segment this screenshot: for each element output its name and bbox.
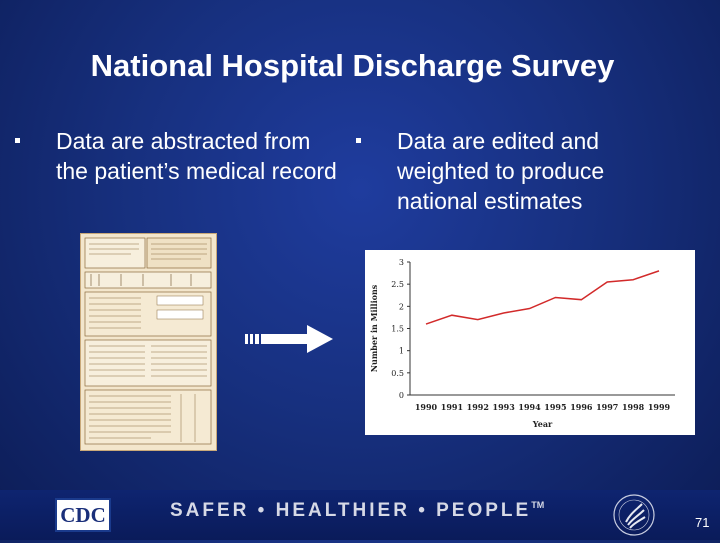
x-axis-label: Year <box>532 419 553 429</box>
bullet-left: Data are abstracted from the patient’s m… <box>15 126 346 186</box>
bullet-marker <box>356 138 361 143</box>
footer-bar: CDC SAFER • HEALTHIER • PEOPLETM 71 <box>0 490 720 540</box>
x-tick-label: 1991 <box>441 402 463 412</box>
y-tick-label: 1 <box>399 347 404 356</box>
x-tick-label: 1993 <box>493 402 516 412</box>
slogan-text: SAFER • HEALTHIER • PEOPLE <box>170 500 532 521</box>
bullet-text-abstracted: Data are abstracted from the patient’s m… <box>56 128 337 184</box>
right-arrow-icon <box>245 325 333 358</box>
slogan: SAFER • HEALTHIER • PEOPLETM <box>170 500 544 522</box>
bullet-text-weighted: Data are edited and weighted to produce … <box>397 128 605 214</box>
x-tick-label: 1999 <box>648 402 671 412</box>
y-tick-label: 1.5 <box>391 325 404 334</box>
discharges-line-chart: 0 0.5 1 1.5 2 2.5 3 1990 1991 1992 1993 1994 1995 19… <box>365 250 695 435</box>
chart-canvas: 0 0.5 1 1.5 2 2.5 3 1990 1991 1992 1993 1994 1995 19… <box>369 258 675 429</box>
x-tick-label: 1998 <box>622 402 645 412</box>
x-tick-label: 1992 <box>467 402 489 412</box>
trademark: TM <box>531 500 545 510</box>
cdc-logo: CDC <box>55 498 111 532</box>
form-drawing <box>84 237 212 445</box>
medical-abstract-form-image <box>80 233 217 451</box>
y-tick-label: 2 <box>399 302 404 311</box>
bullet-marker <box>15 138 20 143</box>
x-tick-label: 1996 <box>570 402 593 412</box>
series-line <box>425 270 660 325</box>
y-tick-label: 0 <box>399 391 404 400</box>
y-tick-label: 0.5 <box>391 369 404 378</box>
x-tick-label: 1994 <box>518 402 541 412</box>
x-tick-label: 1997 <box>596 402 618 412</box>
y-axis-label: Number in Millions <box>369 284 379 372</box>
x-tick-label: 1990 <box>415 402 438 412</box>
y-tick-label: 3 <box>399 258 404 267</box>
y-tick-label: 2.5 <box>391 280 404 289</box>
slide-title: National Hospital Discharge Survey <box>90 48 615 83</box>
x-tick-label: 1995 <box>544 402 566 412</box>
hhs-seal-icon <box>612 492 656 543</box>
bullet-right: Data are edited and weighted to produce … <box>356 126 687 216</box>
page-number: 71 <box>695 515 710 530</box>
